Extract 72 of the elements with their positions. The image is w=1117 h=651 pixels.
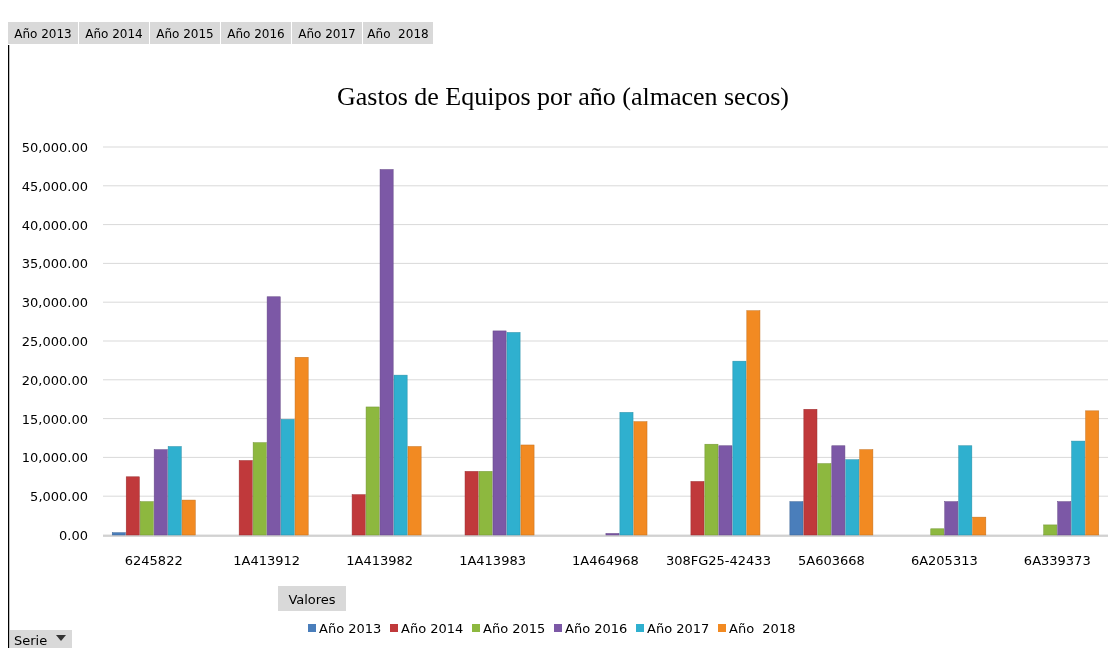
bar <box>464 471 479 536</box>
bar <box>958 445 973 536</box>
y-tick-label: 5,000.00 <box>30 489 88 505</box>
bar <box>1043 524 1058 536</box>
x-tick-label: 5A603668 <box>797 553 865 568</box>
bar <box>294 357 309 536</box>
y-tick-label: 40,000.00 <box>21 217 88 233</box>
bar <box>619 412 634 536</box>
bar <box>139 501 154 536</box>
y-tick-label: 15,000.00 <box>21 411 88 427</box>
text: Serie <box>14 633 48 648</box>
bar <box>478 471 493 536</box>
bar <box>1057 501 1072 536</box>
field-buttons: Año 2013 Año 2014 Año 2015 Año 2016 Año 2017 Año 2018 <box>8 22 433 44</box>
y-tick-label: 45,000.00 <box>21 178 88 194</box>
bar <box>746 310 761 536</box>
bar <box>111 532 126 536</box>
bar <box>845 459 860 536</box>
y-tick-label: 10,000.00 <box>21 450 88 466</box>
bar <box>789 501 804 536</box>
bar <box>252 442 267 536</box>
chart-title: Gastos de Equipos por año (almacen secos) <box>337 82 789 111</box>
x-tick-label: 1A413983 <box>459 553 526 568</box>
bar <box>125 476 140 536</box>
bar <box>704 443 719 536</box>
y-tick-label: 25,000.00 <box>21 334 88 349</box>
x-tick-label: 1A413912 <box>233 553 301 568</box>
bar <box>690 481 705 536</box>
x-tick-label: 6A205313 <box>910 553 978 568</box>
y-tick-label: 20,000.00 <box>21 372 88 388</box>
text: Valores <box>288 592 336 607</box>
y-tick-label: 50,000.00 <box>21 140 88 155</box>
bar <box>972 516 987 536</box>
bar <box>379 169 394 536</box>
bar <box>633 421 648 536</box>
legend-label: Año 2016 <box>565 621 628 636</box>
x-tick-label: 6A339373 <box>1023 553 1091 568</box>
bar <box>365 406 380 536</box>
bar <box>718 445 733 536</box>
bar <box>351 494 366 536</box>
y-tick-label: 0.00 <box>59 528 88 543</box>
bar <box>831 445 846 536</box>
x-tick-label: 308FG25-42433 <box>665 553 771 568</box>
legend-label: Año 2018 <box>729 621 796 636</box>
y-tick-label: 35,000.00 <box>21 256 88 272</box>
legend-label: Año 2014 <box>401 621 464 636</box>
bar <box>944 501 959 536</box>
bar <box>167 446 182 536</box>
legend-label: Año 2017 <box>647 621 710 636</box>
y-tick-label: 30,000.00 <box>21 295 88 311</box>
bar <box>266 296 281 536</box>
bar <box>280 419 295 536</box>
x-tick-label: 1A464968 <box>572 553 639 568</box>
bar <box>859 449 874 536</box>
bar <box>1085 410 1100 536</box>
bar <box>393 374 408 536</box>
bar <box>803 409 818 536</box>
legend-label: Año 2013 <box>319 621 382 636</box>
bar <box>520 444 535 536</box>
bar <box>407 446 422 536</box>
bar <box>930 528 945 536</box>
bar <box>732 360 747 536</box>
x-tick-label: 1A413982 <box>346 553 414 568</box>
legend-label: Año 2015 <box>483 621 546 636</box>
bar <box>506 332 521 536</box>
x-tick-label: 6245822 <box>124 553 183 568</box>
bar <box>153 449 168 536</box>
bar <box>817 463 832 536</box>
bar <box>181 499 196 536</box>
bar <box>492 330 507 536</box>
bar <box>238 460 253 536</box>
bar <box>1071 440 1086 536</box>
